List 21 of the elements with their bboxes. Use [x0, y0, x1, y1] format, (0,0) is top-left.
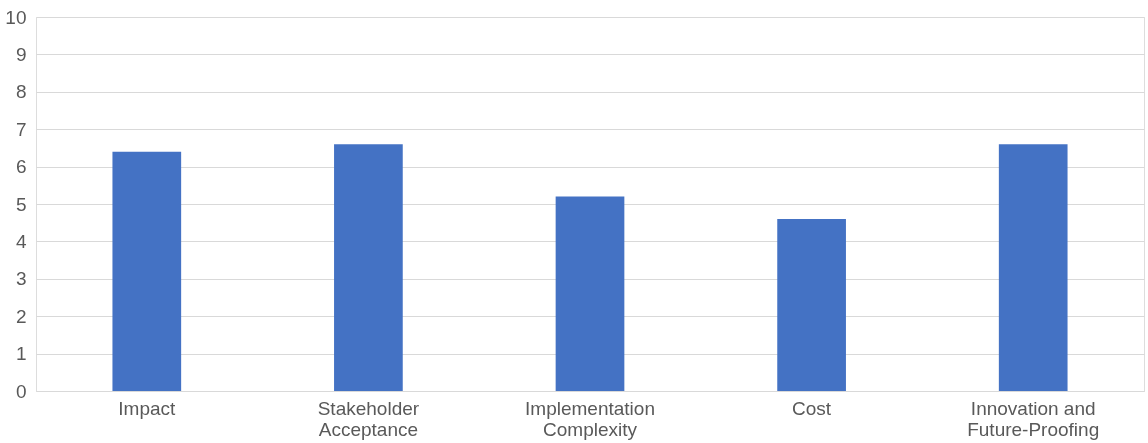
y-tick-label: 5 [15, 193, 27, 215]
x-tick-label: Cost [792, 397, 832, 419]
x-tick-label: Impact [118, 397, 177, 419]
x-tick-label: Implementation Complexity [525, 397, 655, 440]
bar [555, 196, 625, 391]
x-tick-label: Stakeholder Acceptance [317, 397, 420, 440]
y-tick-label: 6 [15, 156, 27, 178]
bar [334, 144, 403, 391]
y-tick-label: 3 [15, 268, 27, 290]
bar [998, 144, 1068, 391]
x-tick-label: Innovation and Future-Proofing [967, 397, 1100, 440]
bar [777, 218, 846, 391]
bar [112, 151, 182, 391]
y-tick-label: 0 [15, 380, 27, 402]
y-tick-label: 4 [15, 230, 27, 252]
y-tick-label: 1 [15, 343, 27, 365]
y-tick-label: 10 [5, 6, 27, 28]
y-tick-label: 7 [15, 118, 27, 140]
y-tick-label: 9 [15, 43, 27, 65]
y-tick-label: 2 [15, 305, 27, 327]
y-tick-label: 8 [15, 81, 27, 103]
